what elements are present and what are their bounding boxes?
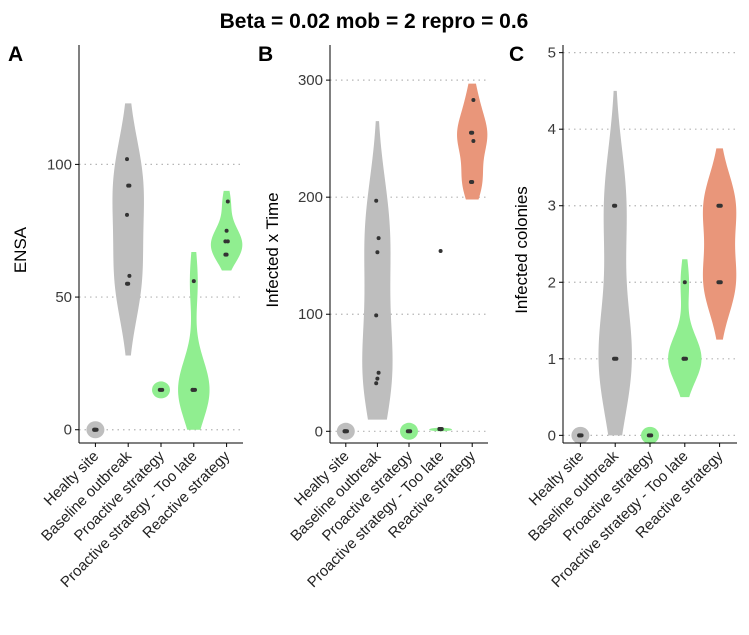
y-tick-label: 100 (298, 306, 323, 323)
data-point (224, 228, 229, 233)
data-point (126, 281, 131, 286)
data-point (376, 236, 381, 241)
data-point (470, 179, 475, 184)
data-point (127, 273, 132, 278)
data-point (471, 138, 476, 143)
panel-tag: A (8, 43, 23, 66)
y-tick-label: 3 (548, 198, 556, 215)
data-point (376, 370, 381, 375)
data-point (127, 183, 132, 188)
data-point (438, 249, 443, 254)
data-point (225, 199, 230, 204)
y-axis-title: ENSA (11, 226, 30, 273)
violin (702, 148, 737, 340)
y-tick-label: 4 (548, 121, 556, 138)
data-point (374, 313, 379, 318)
data-point (160, 387, 165, 392)
y-tick-label: 0 (548, 427, 556, 444)
data-point (470, 130, 475, 135)
y-tick-label: 100 (47, 156, 72, 173)
panel-tag: C (509, 43, 524, 66)
violin (598, 90, 632, 436)
data-point (471, 98, 476, 103)
y-tick-label: 5 (548, 45, 556, 62)
data-point (93, 427, 98, 432)
data-point (375, 250, 380, 255)
data-point (613, 203, 618, 208)
data-point (649, 433, 654, 438)
y-tick-label: 200 (298, 189, 323, 206)
violin (178, 251, 210, 430)
data-point (191, 279, 196, 284)
data-point (682, 280, 687, 285)
data-point (190, 387, 195, 392)
data-point (375, 376, 380, 381)
data-point (578, 433, 583, 438)
data-point (343, 429, 348, 434)
data-point (681, 356, 686, 361)
y-tick-label: 2 (548, 274, 556, 291)
main-title: Beta = 0.02 mob = 2 repro = 0.6 (220, 10, 529, 33)
y-tick-label: 0 (315, 423, 323, 440)
data-point (374, 381, 379, 386)
y-axis-title: Infected x Time (263, 192, 282, 307)
data-point (718, 203, 723, 208)
data-point (125, 212, 129, 217)
data-point (224, 252, 229, 257)
data-point (437, 426, 442, 431)
y-tick-label: 0 (64, 422, 72, 439)
y-tick-label: 1 (548, 351, 556, 368)
violin (362, 121, 393, 420)
y-axis-title: Infected colonies (512, 186, 531, 314)
y-tick-label: 300 (298, 72, 323, 89)
y-tick-label: 50 (55, 289, 72, 306)
violin (112, 103, 144, 356)
data-point (125, 157, 129, 162)
panel-tag: B (258, 43, 273, 66)
data-point (374, 198, 379, 203)
data-point (408, 429, 413, 434)
data-point (223, 239, 228, 244)
violin (668, 259, 702, 398)
data-point (718, 280, 723, 285)
data-point (614, 356, 619, 361)
